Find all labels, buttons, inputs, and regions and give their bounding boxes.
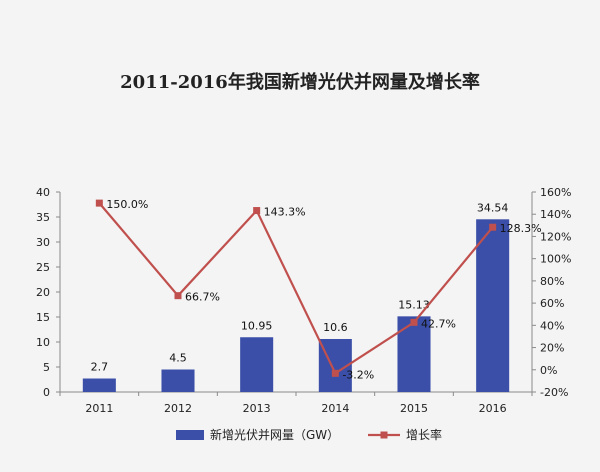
y-left-tick-label: 20 [36,286,50,299]
growth-value-label: 42.7% [421,317,456,330]
growth-point [489,223,497,231]
y-left-tick-label: 35 [36,211,50,224]
bar-value-label: 2.7 [91,361,109,374]
bar-series: 2.7 4.5 10.95 10.6 15.13 34.54 [82,201,510,392]
axes: 0 5 10 15 20 25 30 35 40 -20% 0% 20% 40% 60% 80% 100% 12… [36,186,571,415]
y-left-tick-label: 15 [36,311,50,324]
growth-point [174,292,182,300]
chart-title: 2011-2016年我国新增光伏并网量及增长率 [120,71,480,93]
bar-value-label: 10.95 [241,319,273,332]
x-tick-label: 2016 [479,402,507,415]
growth-point [253,207,261,215]
growth-value-label: 150.0% [106,198,148,211]
growth-point [331,369,339,377]
legend-label-bar: 新增光伏并网量（GW） [210,427,339,442]
y-left-tick-label: 25 [36,261,50,274]
growth-line [98,202,494,375]
y-right-tick-label: 160% [540,186,571,199]
x-tick-label: 2013 [243,402,271,415]
growth-value-label: -3.2% [342,368,374,381]
x-tick-label: 2014 [321,402,349,415]
y-right-tick-label: -20% [540,386,568,399]
bar [161,369,195,392]
bar [82,378,116,392]
y-left-tick-label: 30 [36,236,50,249]
growth-point [95,199,103,207]
bar [476,219,510,392]
y-left-tick-label: 5 [43,361,50,374]
y-left-tick-label: 10 [36,336,50,349]
y-right-tick-label: 120% [540,230,571,243]
y-left-tick-label: 0 [43,386,50,399]
y-right-tick-label: 20% [540,342,564,355]
y-right-tick-label: 40% [540,319,564,332]
bar-value-label: 10.6 [323,321,348,334]
growth-value-label: 66.7% [185,291,220,304]
bar-value-label: 4.5 [169,352,187,365]
legend-label-line: 增长率 [406,427,442,442]
growth-value-label: 128.3% [500,222,542,235]
x-tick-label: 2012 [164,402,192,415]
y-right-tick-label: 80% [540,275,564,288]
y-left-tick-label: 40 [36,186,50,199]
growth-value-label: 143.3% [264,206,306,219]
legend-swatch-bar [176,430,204,440]
y-right-tick-label: 140% [540,208,571,221]
bar [240,337,274,392]
line-series: 150.0% 66.7% 143.3% -3.2% 42.7% 128.3% [95,198,542,381]
y-right-tick-label: 0% [540,364,557,377]
y-right-tick-label: 60% [540,297,564,310]
legend-swatch-marker [380,431,388,439]
bar-value-label: 15.13 [398,298,430,311]
growth-point [410,318,418,326]
legend: 新增光伏并网量（GW） 增长率 [176,427,442,442]
x-tick-label: 2011 [85,402,113,415]
x-tick-label: 2015 [400,402,428,415]
y-right-tick-label: 100% [540,253,571,266]
bar-value-label: 34.54 [477,201,509,214]
